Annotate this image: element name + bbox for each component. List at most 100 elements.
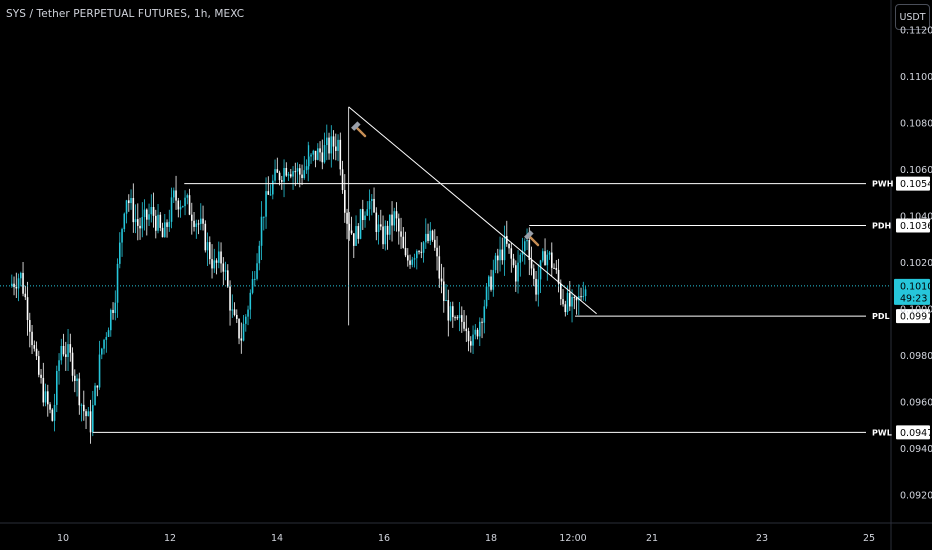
candle-body	[422, 242, 425, 253]
candle-body	[564, 304, 567, 313]
hammer-head	[524, 230, 534, 240]
candle-body	[438, 256, 441, 279]
candle-body	[71, 352, 74, 376]
candle-body	[447, 300, 450, 321]
hammer-icon	[351, 121, 367, 138]
candle-body	[431, 230, 434, 240]
candle-body	[379, 224, 382, 227]
candle-body	[85, 411, 87, 417]
candle-body	[415, 251, 418, 259]
candle-body	[298, 168, 301, 175]
price-axis[interactable]: 0.1120 0.1100 0.1080 0.1060 0.1040 0.1020 0.10…	[900, 26, 932, 502]
candle-body	[53, 404, 56, 421]
candle-body	[519, 254, 522, 263]
candle-body	[580, 296, 582, 298]
candle-body	[436, 247, 438, 257]
candle-body	[152, 207, 155, 216]
y-tick-label: 0.1060	[900, 165, 932, 176]
candle-body	[19, 272, 22, 279]
candle-body	[465, 328, 468, 332]
candle-body	[521, 250, 524, 255]
candle-body	[352, 233, 355, 246]
candle-body	[413, 258, 416, 260]
chart-title: SYS / Tether PERPETUAL FUTURES, 1h, MEXC	[6, 8, 245, 20]
x-tick-label: 25	[863, 533, 875, 544]
candle-body	[492, 270, 495, 290]
candle-body	[409, 260, 411, 265]
candle-body	[548, 252, 551, 255]
candle-body	[496, 255, 499, 261]
candle-body	[550, 252, 553, 268]
candle-body	[123, 213, 126, 230]
candle-body	[13, 283, 15, 288]
candle-body	[312, 150, 315, 155]
candle-body	[332, 136, 335, 147]
candle-body	[208, 242, 211, 260]
candle-body	[226, 270, 229, 287]
candle-body	[114, 302, 117, 313]
candle-body	[449, 306, 452, 321]
candle-body	[429, 230, 432, 241]
level-price-label: 0.1036	[900, 221, 932, 232]
candle-body	[190, 214, 193, 221]
candle-body	[229, 286, 231, 311]
candle-body	[321, 152, 324, 163]
candle-body	[535, 278, 537, 295]
candle-body	[33, 345, 36, 349]
candle-body	[517, 262, 519, 282]
candle-body	[17, 278, 20, 289]
candle-body	[307, 156, 310, 167]
x-tick-label: 14	[271, 533, 283, 544]
candle-body	[350, 230, 353, 234]
candle-body	[109, 309, 112, 331]
candle-body	[418, 251, 420, 253]
currency-button[interactable]: USDT	[895, 4, 930, 30]
candle-body	[132, 198, 135, 223]
candle-body	[78, 378, 81, 406]
candles-layer	[10, 106, 587, 444]
candle-body	[557, 269, 560, 284]
candle-body	[15, 287, 18, 289]
candle-body	[168, 221, 171, 227]
candle-body	[274, 169, 276, 181]
candle-body	[148, 214, 150, 220]
candle-body	[485, 286, 488, 307]
markers-layer	[351, 121, 540, 247]
candle-body	[125, 200, 128, 214]
candle-body	[355, 226, 357, 246]
candle-body	[541, 251, 544, 261]
candle-body	[359, 209, 362, 239]
candle-body	[568, 292, 571, 307]
candle-body	[460, 315, 463, 322]
candle-body	[157, 214, 159, 231]
time-axis[interactable]: 10 12 14 16 18 12:00 21 23 25	[57, 533, 875, 544]
candle-body	[46, 391, 49, 405]
candle-body	[280, 180, 283, 182]
level-price-label: 0.0947	[900, 428, 932, 439]
candle-body	[530, 260, 533, 269]
candle-body	[184, 197, 186, 207]
candle-body	[424, 233, 427, 243]
candle-body	[505, 235, 508, 244]
candle-body	[463, 321, 465, 329]
x-tick-label: 12:00	[559, 533, 586, 544]
level-price-label: 0.0997	[900, 312, 932, 323]
candle-body	[310, 154, 312, 157]
y-tick-label: 0.0960	[900, 398, 932, 409]
candle-body	[386, 225, 389, 235]
candle-body	[337, 139, 339, 151]
candle-body	[177, 200, 180, 210]
current-price-label: 0.1010	[900, 281, 932, 292]
candle-body	[305, 166, 308, 171]
candle-body	[193, 220, 195, 227]
candle-body	[235, 314, 238, 319]
candle-body	[215, 260, 218, 263]
candle-body	[150, 207, 153, 215]
candle-body	[427, 233, 429, 241]
candle-body	[373, 198, 375, 213]
candle-body	[51, 409, 54, 421]
candle-body	[258, 245, 261, 264]
candle-body	[357, 226, 360, 239]
